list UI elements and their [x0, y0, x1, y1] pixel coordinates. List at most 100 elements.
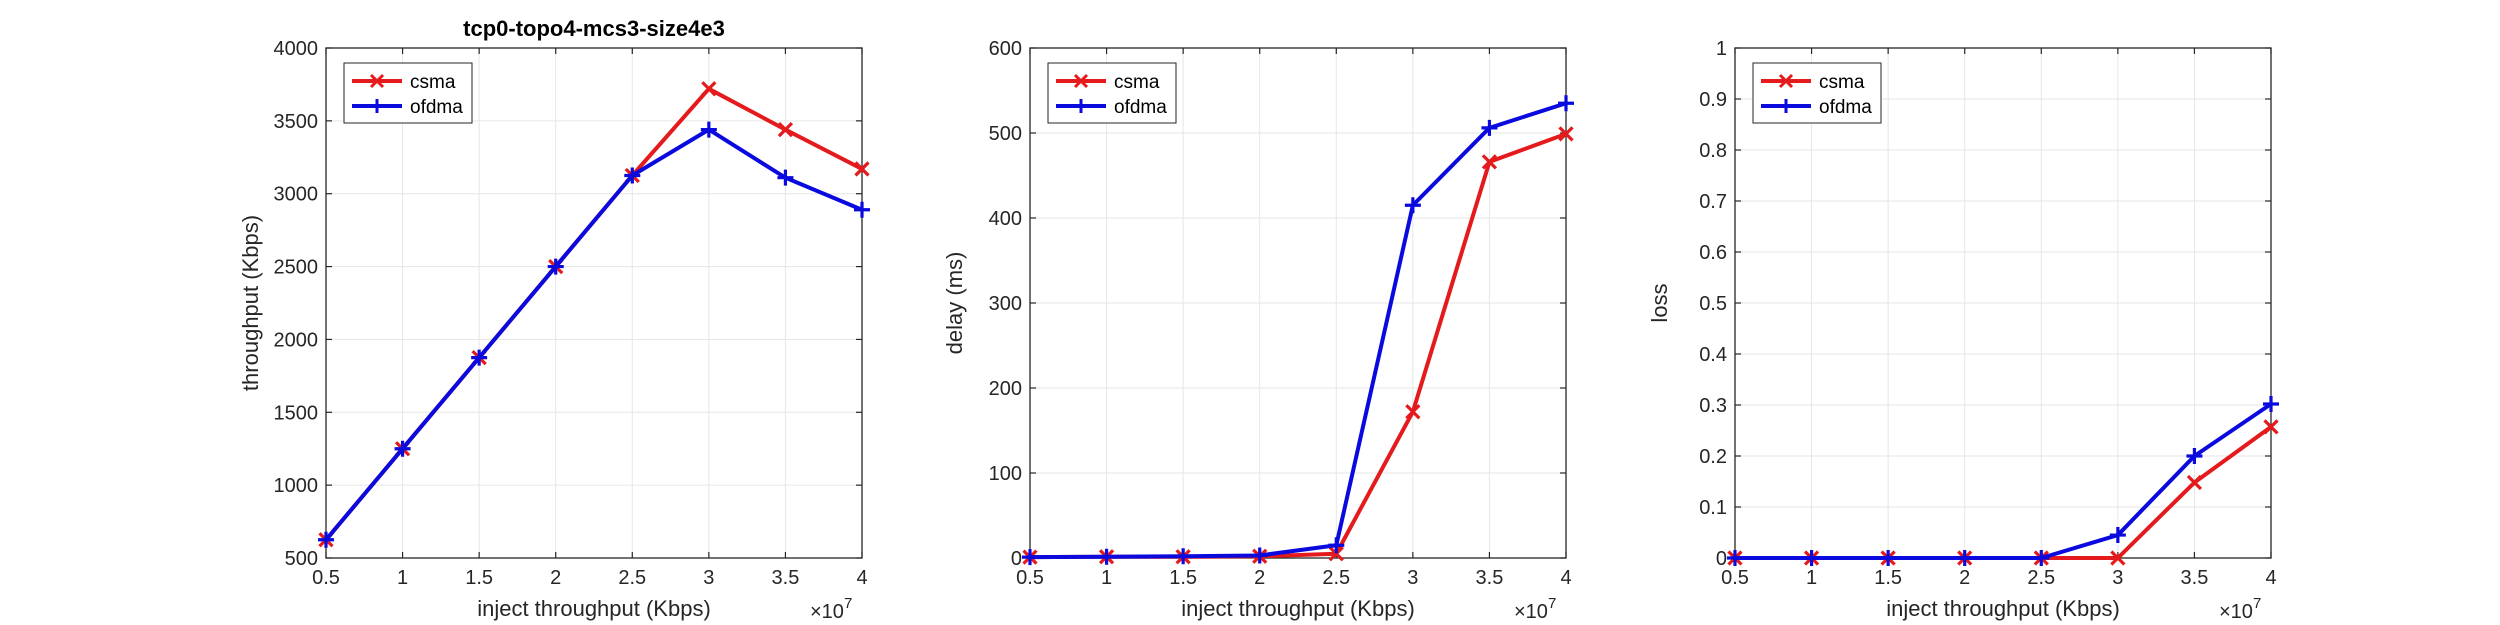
y-tick-label: 0.7 [1699, 191, 1727, 213]
data-point-ofdma [1880, 550, 1897, 566]
data-point-csma [1328, 546, 1344, 562]
legend-marker-ofdma [370, 99, 384, 113]
data-point-ofdma [1803, 550, 1820, 566]
multiplier-base: ×10 [2219, 601, 2253, 623]
data-point-ofdma [1558, 95, 1574, 112]
y-tick-label: 2500 [274, 257, 319, 279]
x-axis-multiplier: ×107 [1514, 595, 1556, 623]
x-tick-label: 1 [397, 567, 408, 589]
y-tick-label: 1 [1716, 38, 1727, 60]
legend-box [343, 62, 473, 124]
legend-label-csma: csma [1819, 72, 1865, 93]
data-point-ofdma [854, 201, 870, 218]
x-tick-label: 0.5 [312, 567, 340, 589]
data-point-ofdma [2263, 395, 2279, 412]
y-tick-label: 400 [989, 208, 1022, 230]
data-point-ofdma [471, 349, 488, 366]
x-tick-label: 1.5 [465, 567, 493, 589]
data-point-csma [854, 161, 870, 177]
data-point-csma [2186, 474, 2203, 491]
chart-3: 0.5 1 1.5 2 2.5 3 3.5 4 0 0.1 0.2 0.3 0.4 0.5 0.6 0.7 0.… [1647, 38, 2279, 623]
x-tick-label: 2 [1959, 567, 1970, 589]
legend-label-ofdma: ofdma [1114, 97, 1167, 118]
data-point-csma [777, 121, 794, 138]
data-point-ofdma [547, 258, 564, 275]
x-tick-label: 2.5 [2027, 567, 2055, 589]
x-tick-label: 2 [550, 567, 561, 589]
data-point-csma [701, 81, 717, 97]
series-line-ofdma [1735, 402, 2273, 560]
y-axis-label: loss [1647, 283, 1672, 322]
data-point-ofdma [2033, 550, 2050, 566]
legend-marker-csma [1073, 73, 1089, 89]
x-axis-label: inject throughput (Kbps) [477, 596, 711, 621]
y-tick-label: 0 [1716, 548, 1727, 570]
legend-label-ofdma: ofdma [410, 97, 463, 118]
y-tick-label: 0.6 [1699, 242, 1727, 264]
x-tick-label: 3 [1407, 567, 1418, 589]
data-point-csma [1558, 126, 1574, 142]
data-point-csma [2263, 419, 2279, 435]
data-point-ofdma [1727, 550, 1743, 566]
data-point-ofdma [777, 169, 794, 186]
data-point-ofdma [2186, 448, 2203, 464]
y-tick-label: 2000 [274, 329, 319, 351]
legend-marker-ofdma [1779, 99, 1793, 113]
axes-box [325, 47, 863, 559]
y-tick-label: 0.9 [1699, 89, 1727, 111]
x-tick-label: 0.5 [1721, 567, 1749, 589]
x-tick-label: 2.5 [618, 567, 646, 589]
chart-1: 0.5 1 1.5 2 2.5 3 3.5 4 500 1000 1500 2000 2500 3000 3… [238, 16, 870, 623]
legend-label-csma: csma [1114, 72, 1160, 93]
y-tick-label: 200 [989, 378, 1022, 400]
x-tick-label: 0.5 [1016, 567, 1044, 589]
y-axis-label: delay (ms) [942, 252, 967, 355]
x-tick-label: 3 [703, 567, 714, 589]
data-point-ofdma [1404, 197, 1421, 214]
y-tick-label: 0 [1011, 548, 1022, 570]
data-point-csma [1405, 404, 1421, 420]
y-tick-label: 100 [989, 463, 1022, 485]
x-tick-label: 4 [1560, 567, 1571, 589]
x-tick-label: 3.5 [2181, 567, 2209, 589]
data-point-ofdma [624, 167, 641, 184]
multiplier-exponent: 7 [1548, 595, 1556, 612]
multiplier-base: ×10 [1514, 601, 1548, 623]
y-tick-label: 0.3 [1699, 395, 1727, 417]
x-tick-label: 2 [1254, 567, 1265, 589]
data-point-ofdma [1175, 548, 1192, 565]
y-tick-label: 0.5 [1699, 293, 1727, 315]
x-tick-label: 2.5 [1322, 567, 1350, 589]
data-point-ofdma [394, 440, 411, 457]
x-tick-label: 3.5 [1476, 567, 1504, 589]
legend-box [1752, 62, 1882, 124]
y-tick-label: 0.1 [1699, 497, 1727, 519]
x-axis-multiplier: ×107 [2219, 595, 2261, 623]
y-tick-label: 3500 [274, 111, 319, 133]
series-line-ofdma [324, 127, 863, 542]
data-point-ofdma [2109, 527, 2126, 544]
x-axis-multiplier: ×107 [810, 595, 852, 623]
legend-marker-ofdma [1074, 99, 1088, 113]
legend-label-ofdma: ofdma [1819, 97, 1872, 118]
data-point-ofdma [318, 531, 334, 548]
y-tick-label: 500 [989, 123, 1022, 145]
legend-label-csma: csma [410, 72, 456, 93]
y-tick-label: 1000 [274, 475, 319, 497]
chart-title: tcp0-topo4-mcs3-size4e3 [463, 16, 725, 41]
data-point-ofdma [1956, 550, 1973, 566]
y-tick-label: 500 [285, 548, 318, 570]
multiplier-exponent: 7 [844, 595, 852, 612]
data-point-csma [1481, 154, 1498, 170]
x-axis-label: inject throughput (Kbps) [1886, 596, 2120, 621]
y-tick-label: 1500 [274, 402, 319, 424]
data-point-ofdma [1481, 119, 1498, 136]
x-tick-label: 4 [2265, 567, 2276, 589]
x-axis-label: inject throughput (Kbps) [1181, 596, 1415, 621]
legend-marker-csma [369, 73, 385, 89]
x-tick-label: 1.5 [1169, 567, 1197, 589]
multiplier-exponent: 7 [2253, 595, 2261, 612]
y-tick-label: 0.2 [1699, 446, 1727, 468]
data-point-ofdma [1251, 547, 1268, 564]
